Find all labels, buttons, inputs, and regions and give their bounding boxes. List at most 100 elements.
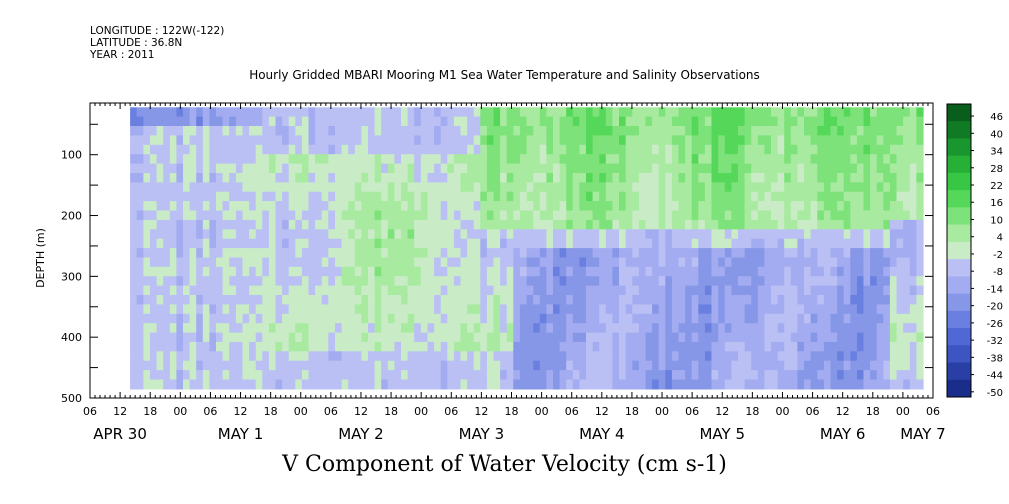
heatmap-cell — [856, 276, 865, 287]
heatmap-cell — [724, 107, 732, 118]
heatmap-cell — [368, 210, 376, 221]
heatmap-cell — [394, 248, 402, 259]
heatmap-cell — [150, 351, 158, 362]
heatmap-cell — [368, 379, 376, 390]
heatmap-cell — [691, 201, 699, 212]
x-tick-label: 00 — [775, 405, 789, 418]
heatmap-cell — [163, 191, 171, 202]
heatmap-cell — [870, 154, 878, 165]
heatmap-cell — [335, 191, 343, 202]
heatmap-cell — [434, 323, 442, 334]
heatmap-cell — [665, 210, 673, 221]
heatmap-cell — [209, 323, 217, 334]
heatmap-cell — [374, 295, 382, 305]
heatmap-cell — [678, 379, 686, 390]
heatmap-cell — [863, 304, 871, 315]
heatmap-cell — [671, 210, 680, 221]
heatmap-cell — [804, 295, 812, 305]
heatmap-cell — [222, 266, 230, 277]
colorbar-label: -26 — [987, 319, 1003, 330]
heatmap-cell — [605, 135, 613, 146]
heatmap-cell — [321, 229, 329, 240]
colorbar-segment — [947, 362, 971, 381]
heatmap-cell — [321, 323, 329, 334]
heatmap-cell — [440, 351, 448, 362]
heatmap-cell — [513, 285, 521, 296]
heatmap-cell — [665, 370, 673, 381]
heatmap-cell — [731, 163, 739, 174]
heatmap-cell — [506, 154, 514, 165]
heatmap-cell — [837, 238, 845, 249]
heatmap-cell — [368, 360, 376, 371]
heatmap-cell — [189, 248, 197, 259]
heatmap-cell — [704, 154, 713, 165]
heatmap-cell — [493, 135, 501, 146]
heatmap-cell — [665, 116, 673, 127]
heatmap-cell — [493, 379, 501, 390]
heatmap-cell — [262, 163, 270, 174]
heatmap-cell — [546, 182, 554, 193]
heatmap-cell — [453, 219, 462, 230]
heatmap-cell — [658, 163, 666, 174]
heatmap-cell — [420, 341, 428, 352]
heatmap-cell — [731, 107, 739, 118]
heatmap-cell — [434, 126, 442, 136]
heatmap-cell — [401, 182, 409, 193]
heatmap-cell — [883, 351, 891, 362]
heatmap-cell — [189, 313, 197, 324]
heatmap-cell — [136, 360, 144, 371]
heatmap-cell — [513, 332, 521, 343]
heatmap-cell — [467, 238, 475, 249]
heatmap-cell — [599, 248, 607, 259]
heatmap-cell — [804, 238, 812, 249]
heatmap-cell — [645, 332, 653, 343]
heatmap-cell — [209, 154, 217, 165]
heatmap-cell — [348, 144, 356, 155]
heatmap-cell — [202, 323, 210, 334]
heatmap-cell — [856, 295, 865, 305]
x-tick-label: 12 — [595, 405, 609, 418]
heatmap-cell — [850, 341, 858, 352]
heatmap-cell — [764, 266, 772, 277]
heatmap-cell — [553, 266, 561, 277]
heatmap-cell — [605, 126, 613, 136]
heatmap-cell — [652, 266, 660, 277]
heatmap-cell — [909, 304, 917, 315]
heatmap-cell — [698, 323, 706, 334]
heatmap-cell — [143, 144, 151, 155]
heatmap-cell — [698, 285, 706, 296]
heatmap-cell — [183, 323, 191, 334]
heatmap-cell — [658, 154, 666, 165]
heatmap-cell — [262, 182, 270, 193]
heatmap-cell — [586, 351, 594, 362]
heatmap-cell — [268, 210, 277, 221]
heatmap-cell — [513, 107, 521, 118]
heatmap-cell — [473, 351, 481, 362]
heatmap-cell — [447, 248, 455, 259]
heatmap-cell — [176, 210, 184, 221]
heatmap-cell — [262, 144, 270, 155]
heatmap-cell — [586, 238, 594, 249]
heatmap-cell — [823, 126, 832, 136]
heatmap-cell — [295, 182, 303, 193]
heatmap-cell — [255, 370, 263, 381]
heatmap-cell — [480, 295, 488, 305]
heatmap-cell — [658, 182, 666, 193]
heatmap-cell — [671, 304, 680, 315]
heatmap-cell — [823, 154, 832, 165]
heatmap-cell — [797, 126, 805, 136]
heatmap-cell — [500, 295, 508, 305]
heatmap-cell — [354, 116, 362, 127]
heatmap-cell — [790, 182, 798, 193]
heatmap-cell — [434, 201, 442, 212]
heatmap-cell — [249, 182, 257, 193]
heatmap-cell — [837, 257, 845, 268]
heatmap-cell — [282, 210, 290, 221]
heatmap-cell — [513, 379, 521, 390]
heatmap-cell — [513, 144, 521, 155]
heatmap-cell — [156, 248, 164, 259]
heatmap-cell — [242, 219, 250, 230]
heatmap-cell — [216, 295, 224, 305]
heatmap-cell — [216, 304, 224, 315]
heatmap-cell — [434, 229, 442, 240]
